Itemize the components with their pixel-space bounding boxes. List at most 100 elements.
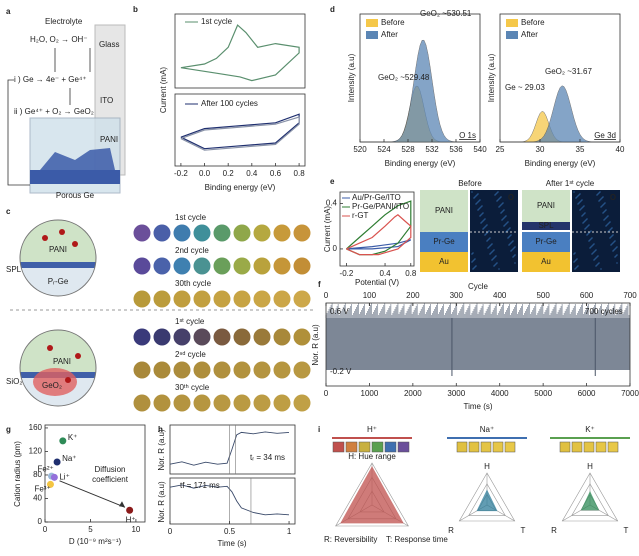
map-dot [586,234,588,236]
map-dot [471,191,473,193]
map-dot [512,256,514,258]
panel-label: b [133,5,138,14]
map-dot [576,196,578,198]
map-dot [489,253,491,255]
map-dot [483,219,485,221]
label: GeO₂ ~530.51 [420,9,472,18]
label: PANI [53,357,71,366]
radar-grid [335,462,409,527]
map-dot [581,199,583,201]
map-dot [574,260,576,262]
x-tick-label: 4000 [491,389,509,398]
legend-label: Before [521,18,545,27]
label: O [508,193,514,202]
label: -0.2 V [330,367,352,376]
map-dot [481,221,483,223]
map-dot [497,199,499,201]
map-dot [611,235,613,237]
label: R [551,526,557,535]
map-dot [579,193,581,195]
point-label: Fe²⁺ [38,464,54,473]
x-tick-label: 536 [449,145,463,154]
x-tick-label: 30 [536,145,545,154]
map-dot [586,218,588,220]
legend-label: 1st cycle [201,17,233,26]
label: T [624,526,629,535]
y-tick-label: 160 [29,423,43,432]
map-dot [612,242,614,244]
map-dot [610,236,612,238]
map-dot [611,243,613,245]
top-tick-label: 100 [363,291,377,300]
map-dot [590,246,592,248]
top-tick-label: 200 [406,291,420,300]
map-dot [616,254,618,256]
radar-grid [458,472,516,522]
radar-area [476,489,498,512]
map-dot [507,229,509,231]
color-swatch [559,441,571,453]
map-dot [485,233,487,235]
label: tᵣ = 34 ms [250,453,285,462]
plot-frame [174,13,306,89]
color-swatch [233,328,251,346]
legend-swatch [506,31,518,39]
x-tick-label: 540 [473,145,487,154]
map-dot [487,239,489,241]
point [53,458,61,466]
color-swatch [253,290,271,308]
x-axis-label: Potential (V) [355,278,399,287]
color-swatch [293,361,311,379]
map-dot [598,192,600,194]
x-axis-label: Time (s) [463,402,492,411]
label: T: Response time [386,535,448,544]
map-dot [608,222,610,224]
y-axis-label: Current (mA) [323,206,332,253]
map-dot [511,241,513,243]
color-swatch [273,328,291,346]
map-dot [498,268,500,270]
label: R [448,526,454,535]
map-dot [615,255,617,257]
map-dot [605,209,607,211]
map-dot [510,242,512,244]
radar-area [340,466,404,524]
map-dot [471,261,473,263]
y-axis-label: Nor. R (a.u) [157,429,166,471]
color-swatch [253,361,271,379]
map-dot [502,202,504,204]
color-swatch [293,394,311,412]
map-dot [514,262,516,264]
map-dot [472,260,474,262]
map-dot [499,197,501,199]
map-dot [488,246,490,248]
color-swatch [193,394,211,412]
point-label: K⁺ [68,433,78,442]
color-swatch [583,441,595,453]
map-dot [596,256,598,258]
color-swatch [293,328,311,346]
map-dot [481,205,483,207]
label: 700 cycles [585,307,623,316]
color-swatch [173,328,191,346]
panel-label: a [6,7,11,16]
color-swatch [607,441,619,453]
color-swatch [173,361,191,379]
x-tick-label: 0 [43,525,48,534]
map-dot [502,218,504,220]
map-dot [493,265,495,267]
row-label: 1st cycle [175,213,207,222]
y-tick-label: 80 [33,470,42,479]
x-tick-label: 0.8 [294,169,306,178]
map-dot [478,208,480,210]
y-axis-label: Intensity (a.u) [487,53,496,102]
map-dot [592,252,594,254]
label: SPL [538,221,554,230]
map-dot [485,225,487,227]
map-dot [616,262,618,264]
map-dot [474,266,476,268]
map-dot [472,268,474,270]
map-dot [507,221,509,223]
map-dot [496,192,498,194]
label: Diffusion [95,465,126,474]
